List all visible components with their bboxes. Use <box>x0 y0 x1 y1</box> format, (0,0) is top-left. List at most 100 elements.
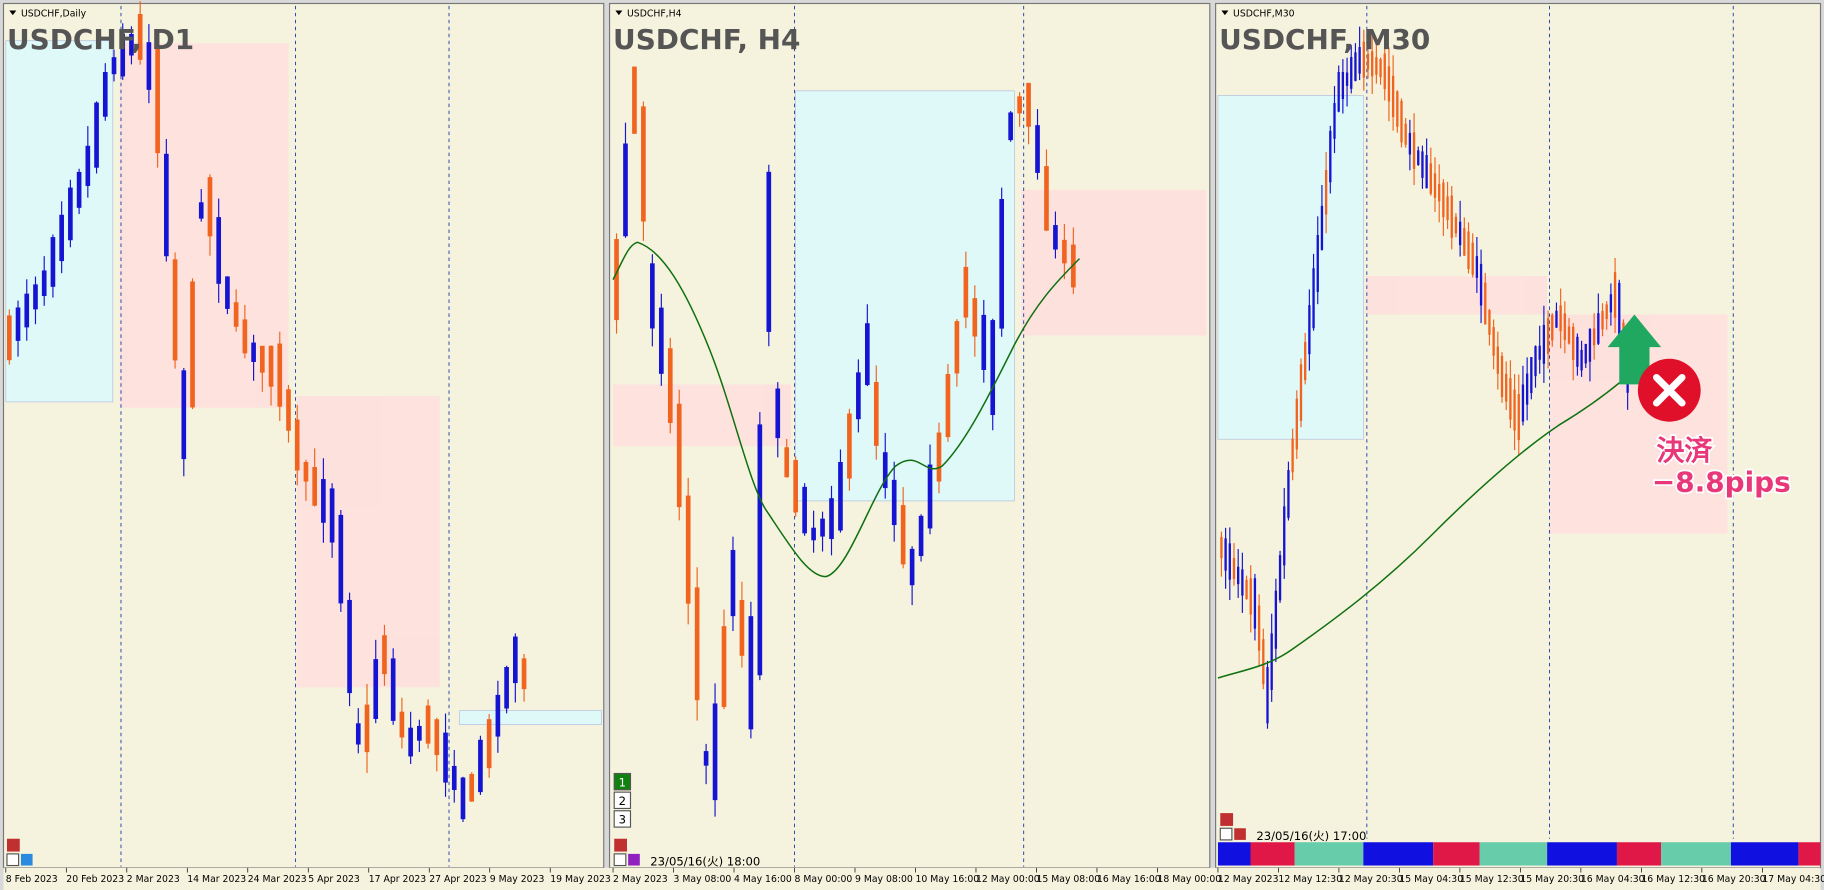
candle-body <box>1383 53 1386 90</box>
candle-body <box>50 237 56 287</box>
candle-body <box>1358 47 1361 74</box>
candle-body <box>1291 438 1294 473</box>
candle-body <box>1241 569 1244 596</box>
candle-body <box>1605 304 1608 320</box>
candle-body <box>757 424 763 676</box>
candle-body <box>216 217 222 284</box>
candle-body <box>1505 373 1508 402</box>
icon[interactable] <box>6 838 20 852</box>
candle-body <box>1071 244 1076 288</box>
candle-body <box>1237 566 1240 585</box>
candle-body <box>1442 182 1445 218</box>
x-tick-label: 3 May 08:00 <box>674 874 732 885</box>
candle-body <box>784 447 790 478</box>
dropdown-icon[interactable] <box>615 10 623 16</box>
candle-body <box>614 239 619 321</box>
icon[interactable] <box>6 853 20 867</box>
button-label[interactable]: 3 <box>619 813 626 827</box>
icon[interactable] <box>628 853 640 866</box>
button[interactable] <box>613 810 632 828</box>
candle-body <box>739 600 745 656</box>
candle-body <box>120 34 126 77</box>
candle-body <box>469 773 475 802</box>
x-tick-label: 16 May 12:30 <box>1641 874 1705 885</box>
symbol-label: USDCHF,Daily <box>21 8 87 19</box>
x-tick-label: 8 Feb 2023 <box>6 874 58 885</box>
candle-body <box>443 732 448 783</box>
x-tick-label: 15 May 08:00 <box>1036 874 1100 885</box>
candle-body <box>712 703 718 801</box>
candle-body <box>1563 313 1566 340</box>
candle-body <box>1584 343 1587 364</box>
candle-body <box>918 515 924 557</box>
icon[interactable] <box>1220 813 1234 826</box>
candle-body <box>882 452 888 489</box>
candle-body <box>1253 578 1257 629</box>
candle-body <box>6 315 12 361</box>
candle-body <box>1530 357 1533 394</box>
candle-body <box>1546 318 1550 354</box>
candle-body <box>1299 364 1303 421</box>
candle-body <box>460 777 466 820</box>
candle-body <box>632 66 637 134</box>
candle-body <box>1425 155 1428 189</box>
candle-body <box>1421 151 1424 178</box>
icon[interactable] <box>614 838 627 852</box>
candle-body <box>694 587 700 701</box>
candle-body <box>137 14 143 60</box>
icon[interactable] <box>1219 827 1233 841</box>
button-label[interactable]: 1 <box>619 775 626 789</box>
candle-body <box>225 276 230 309</box>
candle-body <box>650 263 655 329</box>
icon[interactable] <box>1234 828 1246 840</box>
dropdown-icon[interactable] <box>1221 10 1229 16</box>
icon[interactable] <box>20 853 33 866</box>
candle-body <box>94 102 99 168</box>
time-axes: 8 Feb 2023 20 Feb 2023 2 Mar 2023 14 Mar 20… <box>5 867 1824 885</box>
candle-body <box>521 658 527 690</box>
candle-body <box>811 527 816 541</box>
moving-average <box>1217 374 1630 679</box>
moving-average <box>612 241 1081 578</box>
x-tick-label: 8 May 00:00 <box>795 874 853 885</box>
candle-body <box>703 751 709 766</box>
axis-strip <box>3 867 1821 890</box>
candle-body <box>1525 373 1529 405</box>
candle-body <box>963 266 969 318</box>
candle-body <box>312 467 317 506</box>
zone-box <box>296 396 440 688</box>
icon[interactable] <box>613 853 627 867</box>
status-time: 23/05/16(火) 18:00 <box>650 855 760 869</box>
candle-body <box>41 270 47 297</box>
zone-box <box>1021 189 1207 336</box>
candle-body <box>1609 294 1613 313</box>
button[interactable] <box>613 791 632 810</box>
candle-body <box>1362 41 1365 78</box>
candle-body <box>766 171 772 332</box>
candle-body <box>329 488 335 543</box>
candle-body <box>338 514 344 604</box>
candle-body <box>1274 590 1278 649</box>
candle-body <box>1345 72 1349 86</box>
candle-body <box>623 143 628 237</box>
candle-body <box>945 374 951 438</box>
annotation-result: −8.8pips <box>1652 466 1791 499</box>
button-label[interactable]: 2 <box>619 794 626 808</box>
candle-body <box>1053 225 1058 250</box>
candle-body <box>954 321 960 374</box>
signal-segment <box>1433 842 1480 866</box>
candle-body <box>1008 112 1013 141</box>
signal-segment <box>1616 842 1662 866</box>
candle-body <box>847 413 852 479</box>
dropdown-icon[interactable] <box>9 10 17 16</box>
candle-body <box>242 319 248 354</box>
candle-body <box>303 461 309 482</box>
candle-body <box>685 495 691 604</box>
button[interactable] <box>613 772 632 791</box>
candle-body <box>294 419 300 471</box>
candle-body <box>1350 57 1353 89</box>
candle-body <box>1220 536 1223 559</box>
candle-body <box>111 57 117 75</box>
candle-body <box>829 498 834 540</box>
